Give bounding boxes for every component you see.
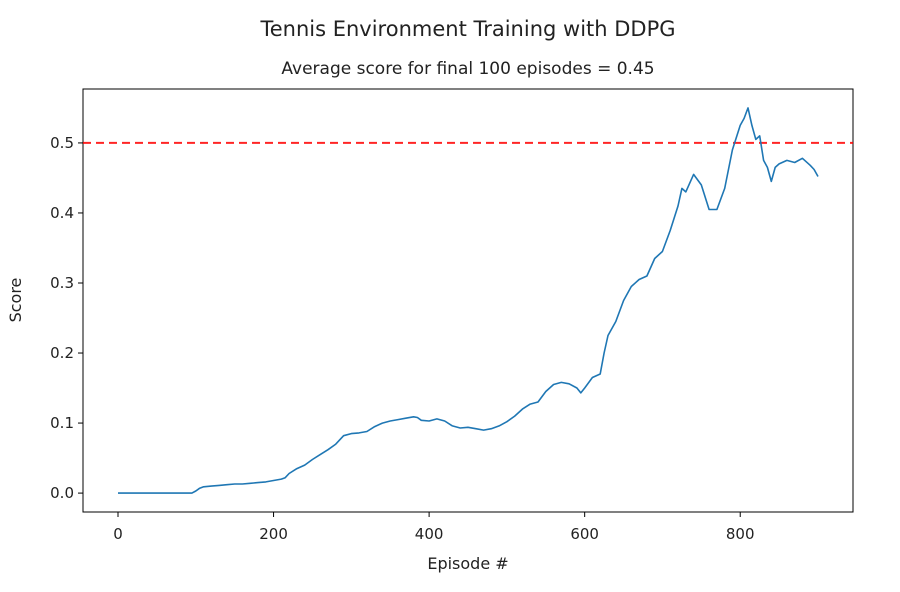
x-tick-label: 800 [726,525,755,543]
y-tick-label: 0.4 [50,204,74,222]
series-line-1 [118,107,819,494]
chart-title: Tennis Environment Training with DDPG [259,17,675,41]
y-tick-label: 0.1 [50,414,74,432]
x-axis-label: Episode # [427,554,508,573]
x-tick-label: 200 [259,525,288,543]
plot-area [82,88,854,513]
x-tick-label: 600 [570,525,599,543]
y-axis-label: Score [6,278,25,323]
y-tick-label: 0.0 [50,484,74,502]
y-tick-label: 0.5 [50,134,74,152]
chart-subtitle: Average score for final 100 episodes = 0… [281,59,654,79]
y-tick-label: 0.2 [50,344,74,362]
y-tick-label: 0.3 [50,274,74,292]
x-tick-label: 400 [415,525,444,543]
x-tick-label: 0 [113,525,123,543]
